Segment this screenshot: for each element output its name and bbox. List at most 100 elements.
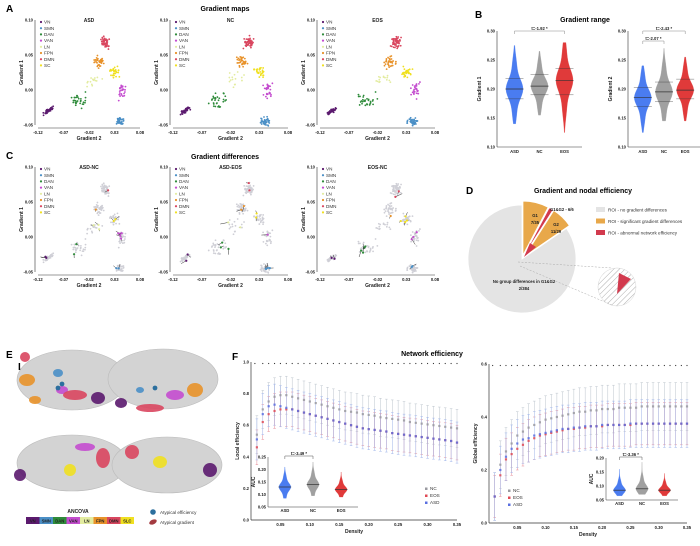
point-fpn [392,207,395,209]
point-van [268,92,271,95]
point-ln [90,230,93,233]
point-dmn [249,37,251,40]
x-tick-label: 0.08 [431,277,440,282]
point-van [118,92,121,94]
legend-label-fpn: FPN [44,198,53,203]
point-ln [232,86,235,89]
point-dmn [242,194,245,197]
point-dan [207,102,210,105]
point-vn [328,259,331,262]
pie-slice [523,207,554,256]
legend-marker-eos [508,496,511,499]
point-ln [231,225,234,228]
point-dan [369,247,372,250]
point-dan [376,97,379,100]
brain-region-patch [136,404,164,412]
significance-star [415,362,417,365]
legend-swatch [596,218,605,224]
x-tick-label: NC [661,149,667,154]
legend-label-fpn: FPN [179,198,188,203]
point-van [266,83,269,86]
point-dan [222,247,225,250]
data-point-asd [533,434,536,437]
point-fpn [99,65,102,67]
inset-significance-label: t=-3.49 * [291,451,308,456]
point-ln [234,77,237,80]
data-point-nc [589,409,592,412]
legend-marker-sc [174,64,178,67]
difference-point-smn [411,265,414,268]
plot-title: EOS-NC [368,165,388,171]
point-sc [402,71,405,74]
data-point-nc [255,433,258,436]
y-tick-label: -0.05 [305,270,315,275]
legend-label-sc: SC [44,63,51,68]
legend-label-asd: ASD [513,502,523,507]
x-tick-label: -0.02 [373,277,383,282]
point-dmn [104,192,107,195]
legend-label-dan: DAN [44,32,54,37]
data-point-nc [420,422,423,425]
inset-significance-bracket [284,455,314,459]
point-ln [388,226,391,229]
point-fpn [389,55,392,58]
data-point-nc [504,450,508,453]
point-dmn [396,47,399,50]
line-chart-global_efficiency: 0.0 0.2 0.4 0.6 0.05 0.10 0.15 0.20 0.25 0.30 0.35… [473,362,692,539]
point-dmn [243,185,246,187]
point-smn [120,118,123,121]
point-vn [328,112,331,115]
point-dmn [400,36,402,39]
point-smn [415,267,418,270]
point-dmn [250,46,252,49]
point-fpn [385,68,388,71]
ancova-color-bar-segment [93,517,107,524]
point-fpn [93,206,96,208]
difference-point-ln [98,228,101,231]
point-dmn [392,37,395,40]
significance-bracket [642,40,665,44]
point-ln [376,80,379,83]
point-dan [82,248,85,251]
line-chart-local_efficiency: 0.00.20.40.60.81.00.05 0.10 0.15 0.20 0.25 0.… [235,360,462,536]
significance-star [285,362,287,365]
significance-star [635,364,637,367]
point-van [122,95,124,98]
point-fpn [93,61,96,64]
x-tick-label: -0.07 [59,130,69,135]
point-vn [185,109,188,112]
significance-star [686,364,688,367]
point-van [123,239,125,242]
data-point-asd [674,422,677,425]
point-ln [378,225,381,228]
point-ln [96,76,99,79]
point-ln [228,219,231,221]
point-dan [374,238,377,240]
x-tick-label: -0.02 [226,277,236,282]
point-dan [368,104,371,106]
legend-label-asd: ASD [430,500,440,505]
point-van [413,88,416,91]
significance-star [297,362,299,365]
point-sc [402,65,405,68]
y-axis-label: Gradient 1 [154,207,160,232]
x-tick-label: 0.08 [431,130,440,135]
data-point-eos [516,447,519,450]
significance-star [641,364,643,367]
data-point-nc [444,425,447,428]
point-dan [215,249,218,252]
point-vn [46,108,49,111]
point-dan [79,247,82,250]
panel-e-brain-maps: LRANCOVAVNSMNDANVANLNFPNDMNSLCAtypical e… [14,348,223,525]
point-van [264,242,267,245]
point-sc [403,68,406,71]
significance-star [356,362,358,365]
x-tick-label: -0.02 [226,130,236,135]
point-ln [384,223,386,226]
data-point-eos [527,439,530,442]
y-tick-label: -0.05 [305,123,315,128]
point-smn [120,121,123,124]
data-point-asd [355,425,359,428]
point-dan [76,96,79,99]
brain-region-patch [75,443,95,451]
